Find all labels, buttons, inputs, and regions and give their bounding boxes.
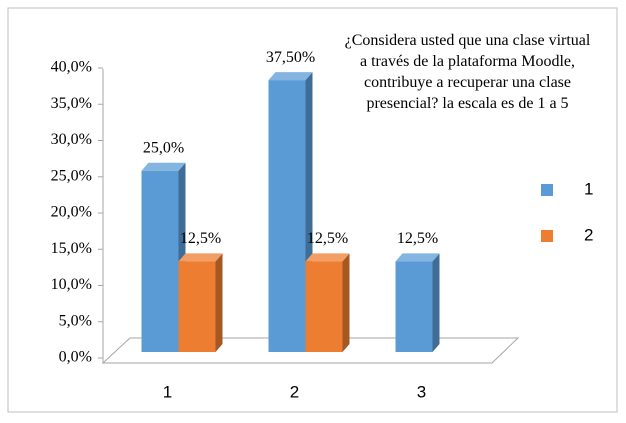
bar-side: [432, 253, 440, 352]
y-tick-label: 10,0%: [51, 276, 92, 293]
y-tick-label: 40,0%: [51, 59, 92, 76]
bar: [395, 253, 440, 352]
bar-side: [342, 253, 350, 352]
bar-front: [178, 261, 216, 352]
data-label: 25,0%: [143, 139, 184, 156]
y-tick-label: 5,0%: [59, 312, 92, 329]
bar-front: [395, 261, 433, 352]
bar-front: [268, 80, 306, 352]
data-label: 37,50%: [266, 49, 315, 66]
chart-title: ¿Considera usted que una clase virtual a…: [344, 32, 591, 112]
y-tick-label: 25,0%: [51, 167, 92, 184]
bar-top: [268, 72, 313, 81]
x-tick-label: 3: [417, 382, 426, 401]
y-tick-label: 30,0%: [51, 131, 92, 148]
legend-label: 2: [584, 225, 593, 244]
bar-side: [215, 253, 223, 352]
y-tick-label: 15,0%: [51, 240, 92, 257]
bar-top: [395, 253, 440, 262]
y-tick-label: 20,0%: [51, 204, 92, 221]
x-tick-label: 2: [290, 382, 299, 401]
x-tick-label: 1: [163, 382, 172, 401]
y-tick-label: 35,0%: [51, 95, 92, 112]
data-label: 12,5%: [180, 230, 221, 247]
bar-top: [178, 253, 223, 262]
legend-swatch: [541, 184, 553, 196]
bar-front: [305, 261, 343, 352]
data-label: 12,5%: [307, 230, 348, 247]
bar: [305, 253, 350, 352]
bar-top: [141, 162, 186, 171]
bar: [178, 253, 223, 352]
bar-front: [141, 170, 179, 352]
y-tick-label: 0,0%: [59, 349, 92, 366]
legend-swatch: [541, 230, 553, 242]
legend-label: 1: [584, 179, 593, 198]
bar-top: [305, 253, 350, 262]
data-label: 12,5%: [397, 230, 438, 247]
